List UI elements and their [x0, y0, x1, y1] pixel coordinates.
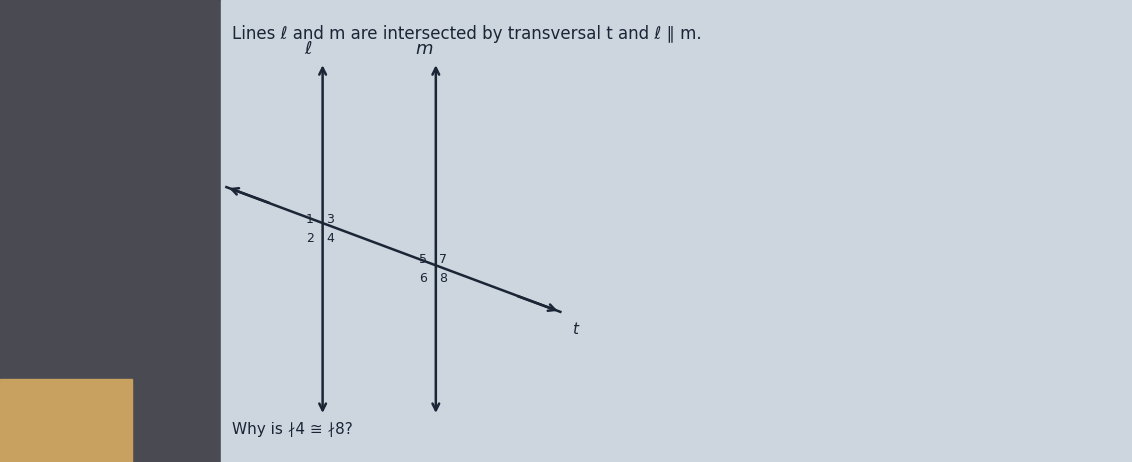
Text: 1: 1	[306, 213, 314, 226]
Text: 7: 7	[439, 253, 447, 266]
Text: 5: 5	[419, 253, 427, 266]
Text: $m$: $m$	[415, 40, 434, 58]
Text: 8: 8	[439, 272, 447, 285]
Text: $t$: $t$	[572, 321, 580, 337]
Text: 6: 6	[419, 272, 427, 285]
Text: Why is ∤4 ≅ ∤8?: Why is ∤4 ≅ ∤8?	[232, 422, 353, 437]
Text: 4: 4	[326, 231, 334, 245]
Text: 3: 3	[326, 213, 334, 226]
Text: 2: 2	[306, 231, 314, 245]
Text: Lines ℓ and m are intersected by transversal t and ℓ ∥ m.: Lines ℓ and m are intersected by transve…	[232, 25, 702, 43]
Text: $\ell$: $\ell$	[303, 40, 312, 58]
